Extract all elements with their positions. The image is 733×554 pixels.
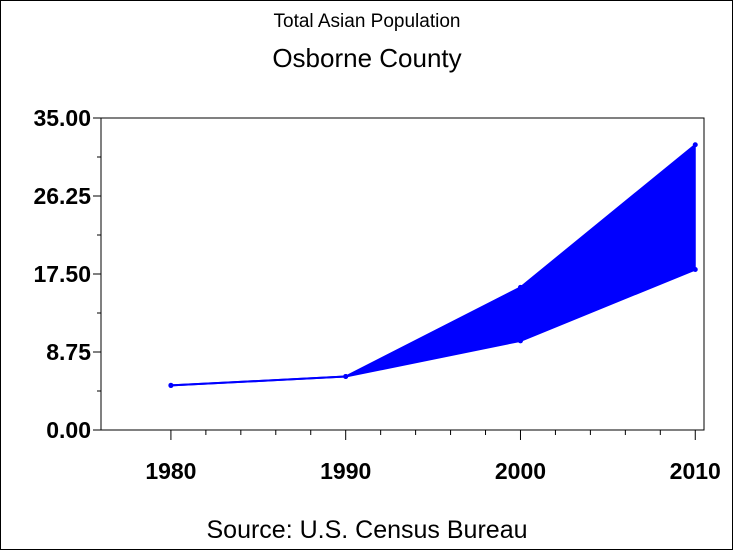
- x-tick-label: 1980: [145, 458, 196, 484]
- y-tick-label: 8.75: [46, 339, 91, 365]
- area-band: [170, 143, 696, 386]
- y-tick-label: 26.25: [33, 183, 91, 209]
- series-line-2: [170, 268, 696, 387]
- x-tick-label: 2000: [495, 458, 546, 484]
- y-tick-label: 35.00: [33, 105, 91, 131]
- x-tick-label: 2010: [670, 458, 721, 484]
- y-tick-label: 17.50: [33, 261, 91, 287]
- chart-title: Total Asian Population: [274, 11, 461, 32]
- data-point: [692, 267, 698, 273]
- data-point: [168, 382, 174, 388]
- data-point: [343, 374, 349, 380]
- chart-footnote: Source: U.S. Census Bureau: [207, 516, 528, 544]
- y-tick-label: 0.00: [46, 417, 91, 443]
- x-tick-label: 1990: [320, 458, 371, 484]
- data-point: [517, 284, 523, 290]
- data-point: [517, 338, 523, 344]
- plot-area: 0.00 8.75 17.50 26.25 35.00 1980 1990 2000 2010: [33, 105, 720, 484]
- chart-subtitle: Osborne County: [272, 43, 461, 73]
- data-point: [692, 142, 698, 148]
